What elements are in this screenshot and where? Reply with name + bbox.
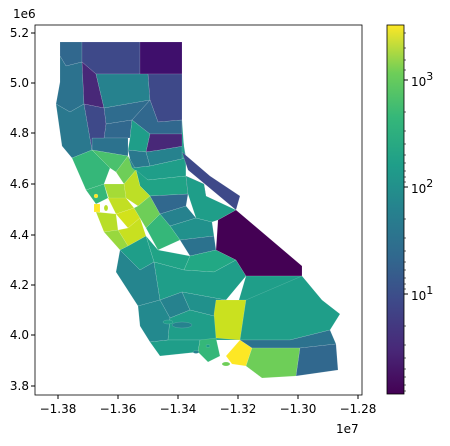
california-map — [55, 41, 341, 379]
x-tick-label: −1.28 — [340, 402, 377, 416]
colorbar-tick-label: 103 — [411, 70, 433, 89]
region-sf — [93, 203, 101, 213]
region-imperial — [295, 343, 339, 377]
region-stanislaus — [145, 213, 181, 251]
y-tick-label: 4.2 — [10, 278, 29, 292]
island-small-2 — [205, 344, 211, 348]
x-axis-offset: 1e7 — [336, 422, 359, 436]
y-tick-label: 3.8 — [10, 379, 29, 393]
y-tick-label: 4.0 — [10, 328, 29, 342]
colorbar-tick-label: 102 — [411, 177, 433, 196]
island-farallon — [93, 193, 99, 199]
island-catalina — [221, 361, 231, 367]
island-bay — [103, 204, 109, 212]
island-small-1 — [192, 350, 200, 354]
y-axis-offset: 1e6 — [13, 7, 36, 21]
island-channel-1 — [171, 321, 193, 329]
region-ventura — [197, 337, 221, 363]
x-tick-label: −1.34 — [160, 402, 197, 416]
x-tick-label: −1.32 — [220, 402, 257, 416]
region-santa-clara — [117, 217, 147, 247]
y-tick-label: 4.8 — [10, 126, 29, 140]
y-tick-label: 4.6 — [10, 177, 29, 191]
colorbar-gradient — [387, 25, 404, 394]
x-tick-label: −1.30 — [280, 402, 317, 416]
y-tick-label: 5.2 — [10, 26, 29, 40]
region-siskiyou — [81, 41, 141, 75]
island-channel-2 — [162, 319, 174, 325]
y-axis: 5.2 5.0 4.8 4.6 4.4 4.2 4.0 3.8 1e6 — [10, 7, 36, 393]
region-nevada — [145, 145, 187, 167]
region-inyo-mono-upper — [181, 151, 241, 211]
x-tick-label: −1.36 — [100, 402, 137, 416]
x-axis: −1.38 −1.36 −1.34 −1.32 −1.30 −1.28 1e7 — [40, 395, 377, 436]
plot-frame — [34, 24, 363, 396]
y-tick-label: 4.4 — [10, 228, 29, 242]
region-inyo — [215, 209, 303, 277]
y-tick-label: 5.0 — [10, 76, 29, 90]
colorbar: 103 102 101 — [386, 24, 433, 395]
region-san-benito — [119, 235, 155, 271]
colorbar-tick-label: 101 — [411, 284, 433, 303]
region-san-mateo — [95, 211, 119, 233]
region-sonoma — [71, 149, 111, 191]
region-santa-barbara — [149, 339, 201, 357]
region-san-diego — [245, 347, 301, 379]
region-modoc — [139, 41, 183, 75]
x-tick-label: −1.38 — [40, 402, 77, 416]
region-la — [213, 299, 247, 341]
